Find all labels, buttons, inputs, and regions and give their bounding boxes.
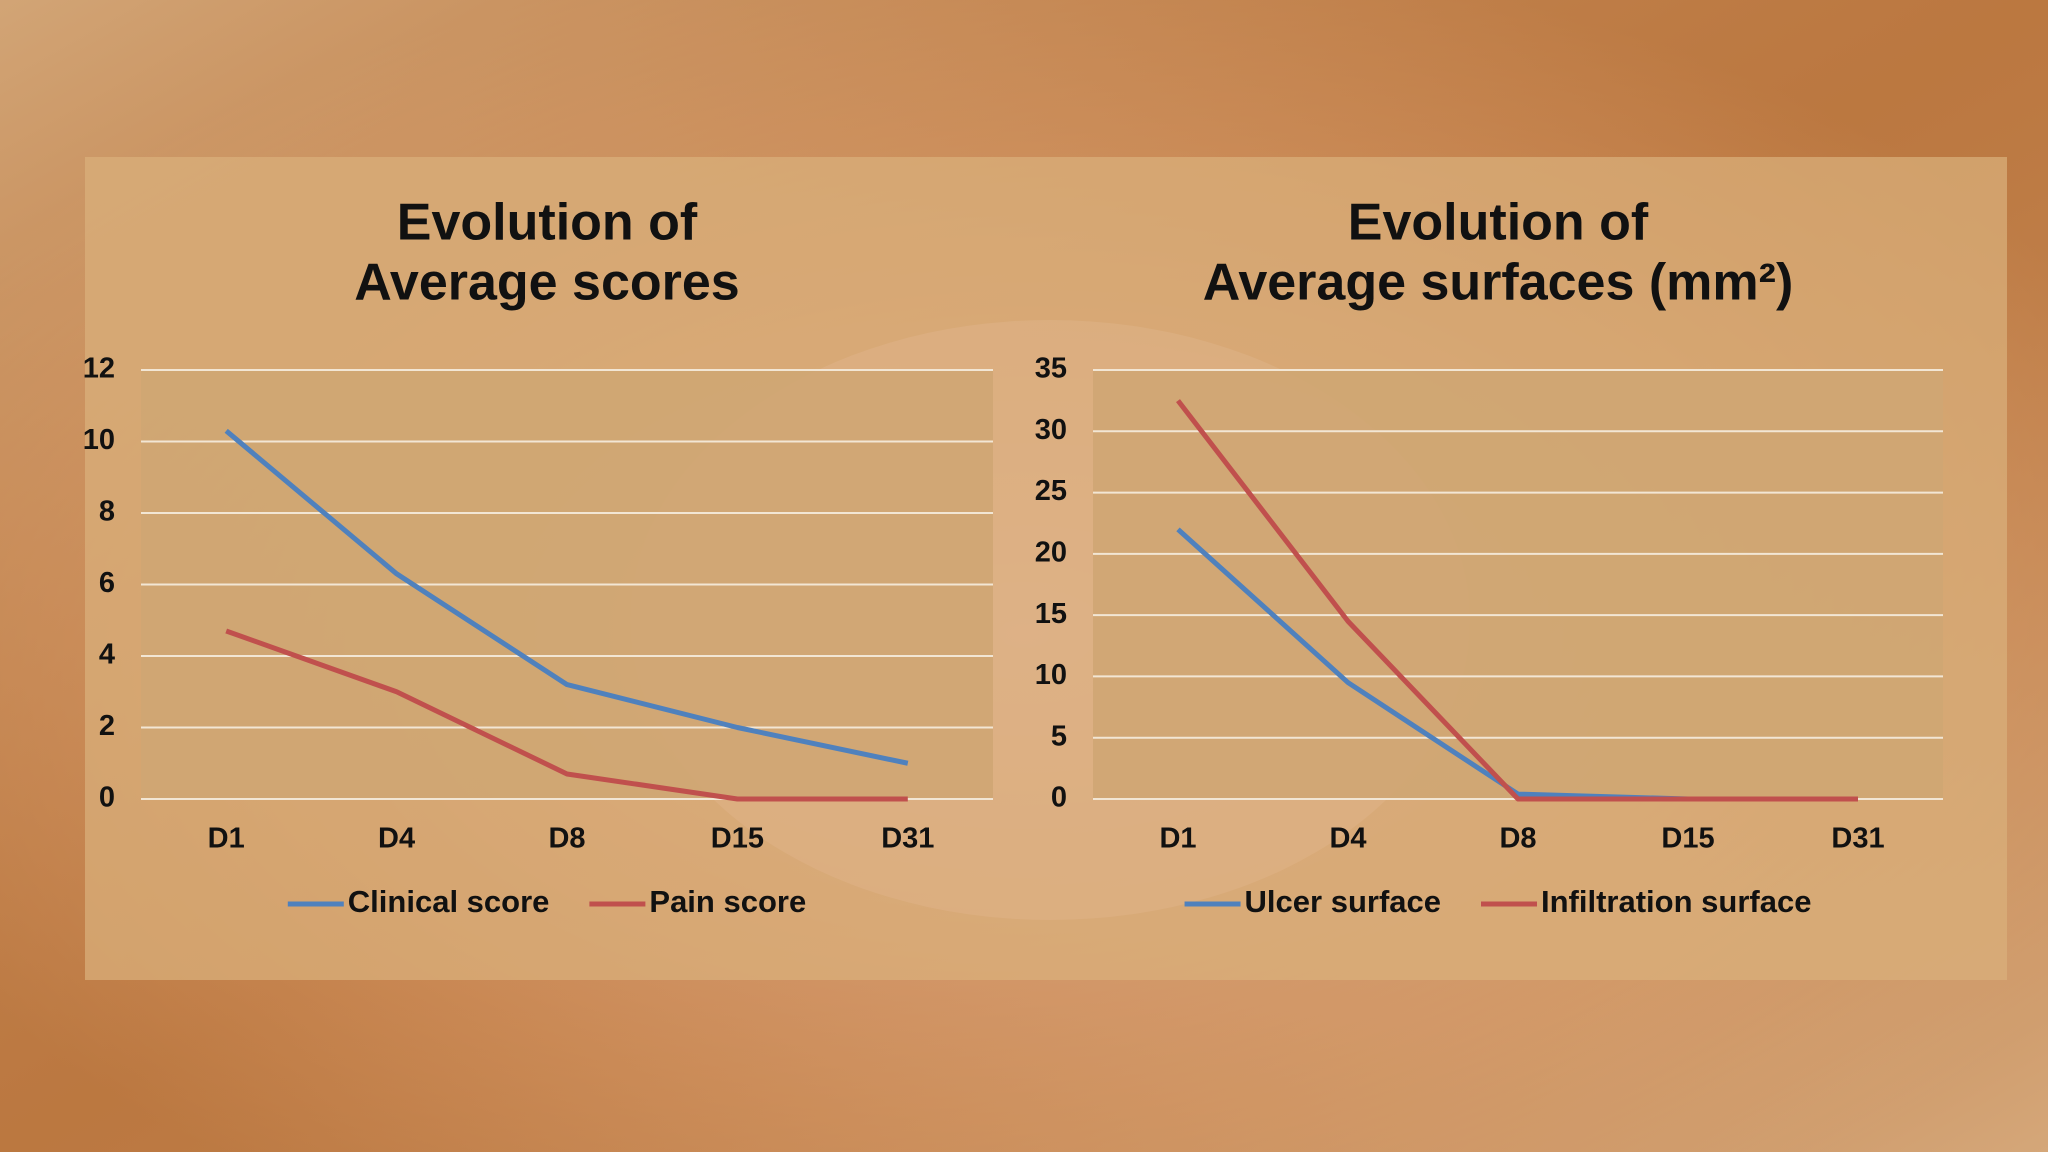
y-tick-label: 35 bbox=[1035, 353, 1067, 385]
y-tick-label: 4 bbox=[99, 639, 115, 671]
series-line bbox=[224, 428, 909, 766]
y-tick-label: 5 bbox=[1051, 720, 1067, 752]
chart-title: Evolution of bbox=[1348, 194, 1649, 252]
series-line bbox=[225, 628, 908, 802]
legend-label: Pain score bbox=[649, 884, 806, 919]
y-tick-label: 8 bbox=[99, 496, 115, 528]
legend-label: Ulcer surface bbox=[1245, 884, 1441, 919]
y-tick-label: 0 bbox=[1051, 782, 1067, 814]
x-tick-label: D1 bbox=[1159, 823, 1196, 855]
y-tick-label: 15 bbox=[1035, 598, 1067, 630]
y-tick-label: 10 bbox=[1035, 659, 1067, 691]
chart-title: Average surfaces (mm²) bbox=[1203, 254, 1794, 312]
plot-area bbox=[1093, 370, 1943, 799]
x-tick-label: D8 bbox=[548, 823, 585, 855]
y-tick-label: 30 bbox=[1035, 414, 1067, 446]
y-tick-label: 10 bbox=[83, 424, 115, 456]
y-tick-label: 12 bbox=[83, 353, 115, 385]
x-tick-label: D15 bbox=[711, 823, 764, 855]
x-tick-label: D31 bbox=[881, 823, 934, 855]
x-tick-label: D15 bbox=[1661, 823, 1714, 855]
y-tick-label: 20 bbox=[1035, 537, 1067, 569]
y-tick-label: 25 bbox=[1035, 475, 1067, 507]
y-tick-label: 2 bbox=[99, 710, 115, 742]
chart-title: Evolution of bbox=[397, 194, 698, 252]
x-tick-label: D4 bbox=[1329, 823, 1366, 855]
series-line bbox=[1176, 399, 1858, 802]
y-tick-label: 0 bbox=[99, 782, 115, 814]
x-tick-label: D1 bbox=[208, 823, 245, 855]
y-tick-label: 6 bbox=[99, 567, 115, 599]
chart-title: Average scores bbox=[354, 254, 739, 312]
legend-label: Infiltration surface bbox=[1541, 884, 1811, 919]
x-tick-label: D4 bbox=[378, 823, 415, 855]
x-tick-label: D31 bbox=[1831, 823, 1884, 855]
legend-label: Clinical score bbox=[348, 884, 550, 919]
x-tick-label: D8 bbox=[1499, 823, 1536, 855]
